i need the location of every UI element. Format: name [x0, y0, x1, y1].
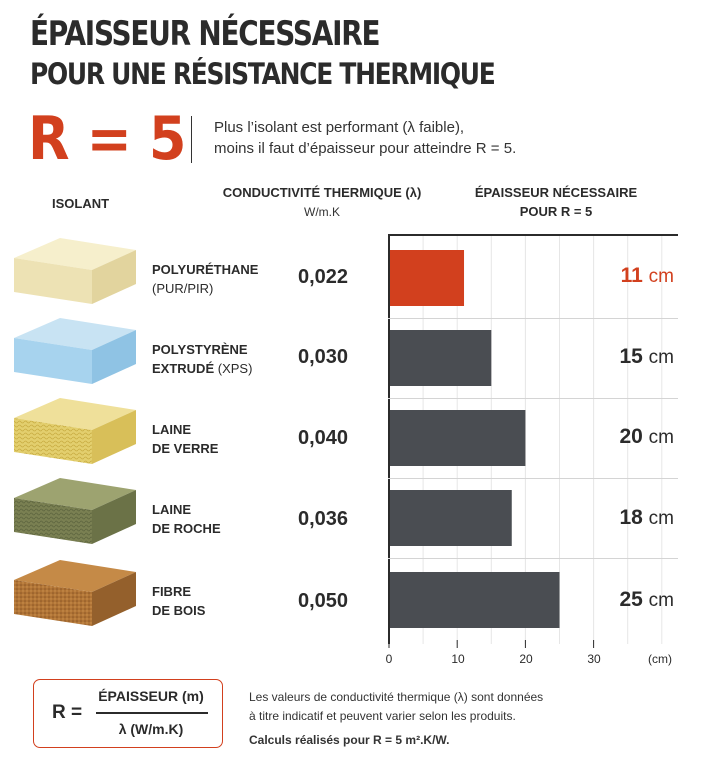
thickness-value-label: 18 cm — [619, 506, 674, 530]
thickness-unit: cm — [648, 266, 674, 287]
sample-rock-wool — [14, 478, 136, 544]
header-conductivity-unit: W/m.K — [304, 205, 340, 219]
sample-wood-fiber — [14, 560, 136, 626]
r-value-heading: R = 5 — [28, 104, 186, 174]
formula-fraction-bar — [96, 712, 208, 714]
x-tick-label: 10 — [451, 652, 465, 666]
intro-line-2: moins il faut d’épaisseur pour atteindre… — [214, 140, 517, 157]
material-name-line-1: POLYURÉTHANE — [152, 262, 259, 277]
formula-numerator: ÉPAISSEUR (m) — [98, 688, 204, 704]
material-name-line-1: LAINE — [152, 502, 191, 517]
bar-5 — [389, 572, 560, 628]
row-separator — [388, 558, 678, 559]
sample-polyurethane — [14, 238, 136, 304]
header-conductivity: CONDUCTIVITÉ THERMIQUE (λ) — [222, 185, 422, 200]
heading-divider — [191, 116, 192, 163]
material-name-line-2-bold: EXTRUDÉ — [152, 361, 215, 376]
row-separator — [388, 318, 678, 319]
formula-lhs: R = — [52, 702, 83, 723]
page-title: ÉPAISSEUR NÉCESSAIRE — [30, 14, 381, 54]
header-thickness-line-1: ÉPAISSEUR NÉCESSAIRE — [474, 185, 638, 200]
material-name-line-2: (XPS) — [217, 361, 253, 376]
thickness-unit: cm — [648, 508, 674, 529]
material-name-line-1: FIBRE — [152, 584, 191, 599]
intro-line-1: Plus l’isolant est performant (λ faible)… — [214, 119, 465, 136]
material-name-rock-wool: LAINE DE ROCHE — [152, 500, 221, 538]
thickness-number: 25 — [619, 588, 643, 611]
lambda-value: 0,040 — [298, 427, 349, 449]
sample-xps — [14, 318, 136, 384]
thickness-value-label: 25 cm — [619, 588, 674, 612]
thickness-number: 18 — [619, 506, 643, 529]
x-axis-unit: (cm) — [648, 652, 672, 666]
thickness-number: 11 — [620, 264, 643, 287]
thickness-unit: cm — [648, 427, 674, 448]
formula-denominator: λ (W/m.K) — [118, 721, 184, 737]
bar-3 — [389, 410, 526, 466]
header-isolant: ISOLANT — [52, 196, 110, 211]
material-name-wood-fiber: FIBRE DE BOIS — [152, 582, 205, 620]
page-subtitle: POUR UNE RÉSISTANCE THERMIQUE — [30, 57, 496, 91]
bar-4 — [389, 490, 512, 546]
material-name-glass-wool: LAINE DE VERRE — [152, 420, 218, 458]
material-name-line-2-bold: DE BOIS — [152, 603, 206, 618]
thickness-value-label: 11 cm — [621, 264, 674, 288]
bar-2 — [389, 330, 492, 386]
header-thickness-line-2: POUR R = 5 — [519, 204, 593, 219]
material-name-line-2-bold: DE VERRE — [152, 441, 219, 456]
thickness-number: 20 — [619, 425, 643, 448]
x-tick-label: 20 — [519, 652, 533, 666]
row-separator — [388, 398, 678, 399]
sample-glass-wool — [14, 398, 136, 464]
thickness-unit: cm — [648, 590, 674, 611]
note-line-2: à titre indicatif et peuvent varier selo… — [249, 709, 516, 723]
lambda-value: 0,050 — [298, 590, 349, 612]
row-separator — [388, 478, 678, 479]
thickness-value-label: 15 cm — [619, 345, 674, 369]
thickness-value-label: 20 cm — [619, 425, 674, 449]
thickness-number: 15 — [619, 345, 643, 368]
lambda-value: 0,036 — [298, 508, 349, 530]
material-name-line-2: (PUR/PIR) — [152, 281, 214, 296]
note-line-1: Les valeurs de conductivité thermique (λ… — [249, 690, 544, 704]
x-tick-label: 0 — [385, 652, 393, 666]
material-name-xps: POLYSTYRÈNE EXTRUDÉ (XPS) — [152, 340, 252, 378]
note-line-3: Calculs réalisés pour R = 5 m².K/W. — [249, 733, 450, 747]
lambda-value: 0,030 — [298, 346, 349, 368]
material-name-line-2-bold: DE ROCHE — [152, 521, 221, 536]
bar-1 — [389, 250, 465, 306]
material-name-line-1: LAINE — [152, 422, 191, 437]
x-tick-label: 30 — [587, 652, 601, 666]
formula-box — [33, 679, 223, 748]
material-name-polyurethane: POLYURÉTHANE (PUR/PIR) — [152, 260, 258, 298]
chart-header-rule — [388, 234, 678, 236]
material-name-line-1: POLYSTYRÈNE — [152, 342, 248, 357]
chart-y-axis — [388, 236, 390, 644]
lambda-value: 0,022 — [298, 266, 349, 288]
intro-text: Plus l’isolant est performant (λ faible)… — [214, 117, 516, 159]
thickness-unit: cm — [648, 347, 674, 368]
